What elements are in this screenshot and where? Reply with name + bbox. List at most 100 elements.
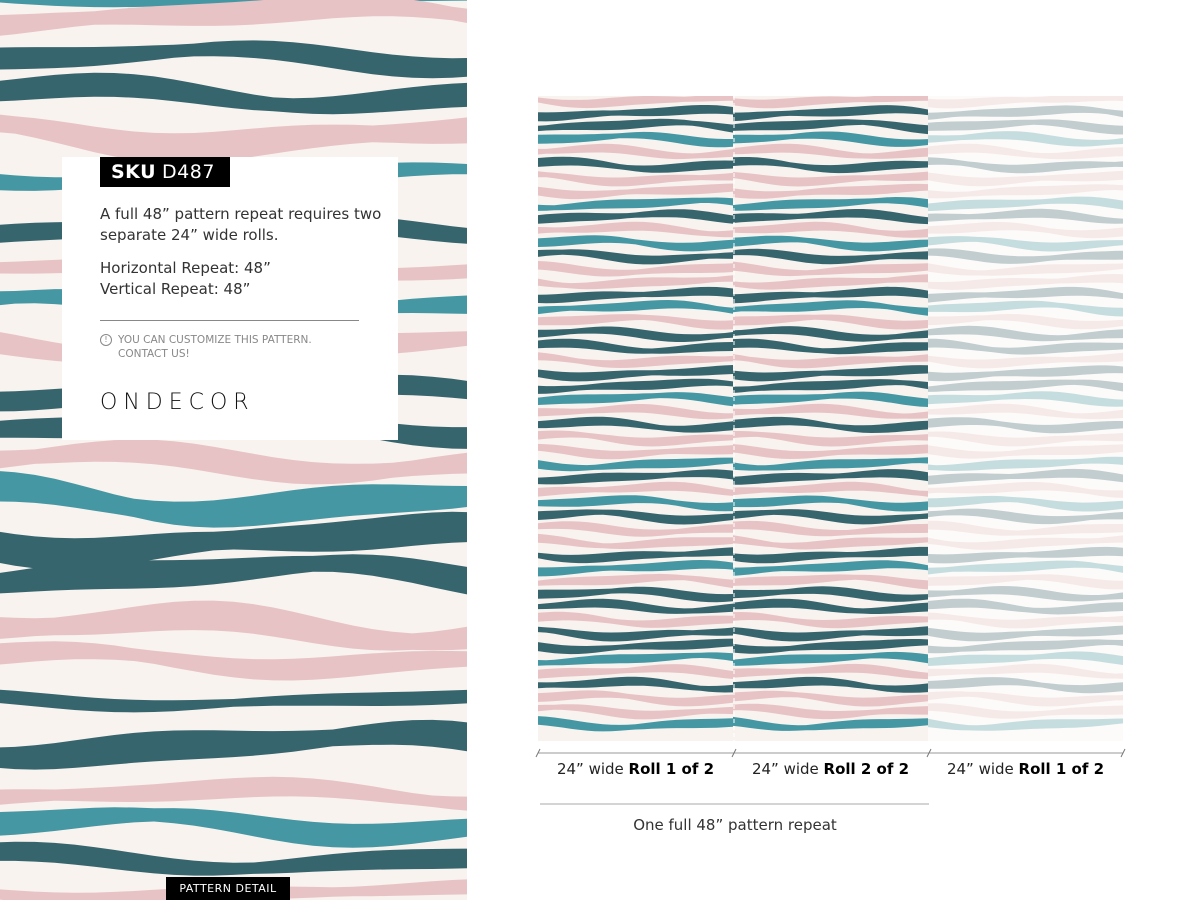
wave-stripe [733,716,928,731]
roll-label: 24” wide Roll 1 of 2 [538,760,733,778]
wave-stripe [733,469,928,485]
wave-stripe [733,248,928,265]
wave-stripe [733,365,928,382]
customize-note: ! YOU CAN CUSTOMIZE THIS PATTERN. CONTAC… [100,333,358,361]
wave-stripe [733,171,928,187]
wave-stripe [928,663,1123,679]
wave-stripe [733,560,928,576]
horizontal-repeat: Horizontal Repeat: 48” [100,259,271,277]
wave-stripe [538,443,733,460]
roll-label: 24” wide Roll 1 of 2 [928,760,1123,778]
sku-code: D487 [162,161,215,183]
wave-stripe [733,183,928,199]
wave-stripe [538,676,733,693]
wave-stripe [538,457,733,472]
wave-stripe [733,703,928,720]
wave-stripe [538,690,733,707]
wave-stripe [928,96,1123,109]
wave-stripe [0,719,467,770]
wave-stripe [928,119,1123,135]
roll-label: 24” wide Roll 2 of 2 [733,760,928,778]
wave-stripe [733,326,928,342]
wave-stripe [538,416,733,433]
tick [731,748,737,758]
wave-stripe [928,325,1123,342]
wave-stripe [0,114,467,164]
wave-stripe [733,651,928,666]
wave-stripe [538,404,733,420]
wave-stripe [538,131,733,148]
wave-stripe [733,574,928,590]
wave-stripe [928,286,1123,303]
wave-stripe [733,509,928,525]
wave-stripe [928,444,1123,459]
wave-stripe [733,131,928,147]
wave-stripe [928,691,1123,707]
info-card: SKU D487 A full 48” pattern repeat requir… [62,157,398,440]
roll-name: Roll 2 of 2 [823,760,910,778]
dimension-lines [535,748,1126,805]
wave-stripe [733,314,928,330]
wave-stripe [538,586,733,603]
wave-stripe [538,638,733,655]
wave-stripe [928,508,1123,525]
wave-stripe [538,96,733,109]
wave-stripe [538,183,733,200]
wave-stripe [733,481,928,497]
pattern-detail-label: PATTERN DETAIL [166,877,290,900]
wave-stripe [733,274,928,290]
wave-stripe [928,300,1123,317]
wave-stripe [538,300,733,315]
roll-panel [928,96,1123,741]
wave-stripe [538,286,733,304]
wave-stripe [733,119,928,135]
wave-stripe [733,209,928,225]
wave-stripe [733,157,928,174]
wave-stripe [928,625,1123,642]
wave-stripe [928,403,1123,420]
brand-logo: ONDECOR [100,390,255,415]
wave-stripe [538,326,733,342]
wave-stripe [928,236,1123,252]
wave-stripe [733,626,928,642]
wave-stripe [928,196,1123,212]
wave-stripe [538,338,733,354]
wave-stripe [0,641,467,681]
wave-stripe [538,560,733,577]
roll-name: Roll 1 of 2 [1018,760,1105,778]
wave-stripe [538,481,733,497]
wave-stripe [928,184,1123,199]
wave-stripe [928,338,1123,355]
wave-stripe [733,690,928,707]
wave-stripe [928,456,1123,471]
wave-stripe [0,72,467,115]
wave-stripe [733,197,928,211]
wave-stripe [733,354,928,369]
wave-stripe [538,105,733,122]
wave-stripe [0,554,467,595]
wave-stripe [733,391,928,407]
wave-stripe [538,221,733,238]
wave-stripe [0,841,467,876]
wave-stripe [928,574,1123,590]
wave-stripe [733,403,928,419]
wave-stripe [0,689,467,713]
wave-stripe [538,365,733,382]
wave-stripe [928,718,1123,731]
wave-stripe [928,391,1123,407]
wave-stripe [928,222,1123,239]
wave-stripe [538,573,733,589]
wave-stripe [538,533,733,549]
roll-name: Roll 1 of 2 [628,760,715,778]
wave-stripe [733,520,928,537]
wave-stripe [733,663,928,680]
wave-stripe [733,416,928,433]
wave-stripe [928,598,1123,615]
roll-width: 24” wide [556,760,629,778]
wave-stripe [538,664,733,679]
wave-stripe [733,261,928,277]
wave-stripe [538,249,733,265]
wave-stripe [928,535,1123,550]
wave-stripe [733,338,928,355]
wave-stripe [928,314,1123,330]
